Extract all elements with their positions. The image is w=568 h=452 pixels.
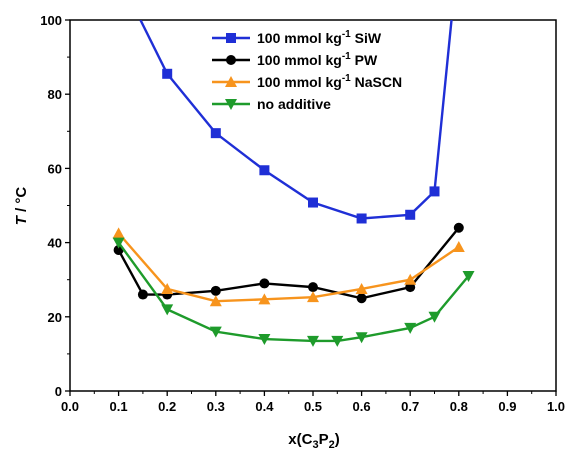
legend-label: 100 mmol kg-1 SiW (257, 29, 382, 46)
series-layer (112, 20, 475, 347)
data-point (161, 282, 174, 294)
data-point (429, 186, 440, 197)
data-point (356, 293, 367, 304)
y-tick-label: 20 (48, 310, 62, 325)
legend-label: 100 mmol kg-1 PW (257, 51, 378, 68)
data-point (210, 128, 221, 139)
legend: 100 mmol kg-1 SiW 100 mmol kg-1 PW 100 mmo… (212, 29, 402, 112)
x-tick-label: 0.4 (255, 399, 274, 414)
data-point (259, 278, 270, 289)
x-tick-label: 0.3 (207, 399, 225, 414)
legend-marker (226, 33, 236, 43)
axis-titles: x(C3P2) T / °C (13, 187, 340, 451)
data-point (258, 293, 271, 305)
data-point (452, 241, 465, 253)
legend-marker (225, 76, 237, 87)
series-line-extension (433, 20, 453, 192)
x-tick-label: 1.0 (547, 399, 565, 414)
legend-item: 100 mmol kg-1 NaSCN (212, 73, 402, 90)
data-point (162, 68, 173, 79)
data-point (404, 322, 417, 334)
legend-label: no additive (257, 96, 331, 112)
y-tick-label: 40 (48, 236, 62, 251)
x-axis-title: x(C3P2) (288, 431, 339, 451)
data-point (210, 285, 221, 296)
y-tick-label: 0 (55, 384, 62, 399)
data-point (161, 304, 174, 316)
x-tick-label: 0.1 (110, 399, 128, 414)
data-point (307, 291, 319, 303)
y-tick-label: 80 (48, 87, 62, 102)
series-0 (139, 20, 453, 224)
data-point (308, 197, 318, 208)
legend-item: no additive (212, 96, 331, 112)
x-tick-label: 0.9 (498, 399, 516, 414)
x-tick-label: 0.0 (61, 399, 79, 414)
legend-item: 100 mmol kg-1 PW (212, 51, 378, 68)
series-line (117, 241, 470, 343)
legend-marker (226, 55, 236, 65)
axes: 0.0 0.1 0.2 0.3 0.4 0.5 0.6 0.7 0.8 0.9 1.0 0 20 40 60… (40, 13, 565, 414)
legend-marker (225, 99, 237, 110)
data-point (112, 237, 125, 249)
data-point (405, 209, 416, 220)
y-axis-title: T / °C (13, 187, 30, 226)
data-point (428, 311, 441, 323)
legend-item: 100 mmol kg-1 SiW (212, 29, 382, 46)
x-tick-label: 0.6 (353, 399, 371, 414)
x-tick-label: 0.7 (401, 399, 419, 414)
legend-label: 100 mmol kg-1 NaSCN (257, 73, 402, 90)
data-point (209, 326, 222, 338)
data-point (258, 334, 271, 346)
series-line (117, 232, 460, 303)
data-point (331, 335, 344, 347)
series-line-extension (139, 20, 169, 75)
data-point (308, 282, 318, 293)
series-3 (112, 237, 475, 347)
data-point (453, 222, 464, 233)
data-point (209, 295, 222, 307)
data-point (307, 335, 319, 347)
data-point (462, 270, 475, 282)
series-2 (112, 227, 465, 307)
y-tick-label: 60 (48, 161, 62, 176)
data-point (259, 165, 270, 176)
y-tick-label: 100 (40, 13, 62, 28)
data-point (137, 289, 148, 300)
data-point (404, 273, 417, 285)
data-point (355, 282, 368, 294)
x-tick-label: 0.8 (450, 399, 468, 414)
data-point (112, 227, 125, 239)
data-point (356, 213, 367, 224)
x-tick-label: 0.2 (158, 399, 176, 414)
x-tick-label: 0.5 (304, 399, 322, 414)
data-point (355, 332, 368, 344)
